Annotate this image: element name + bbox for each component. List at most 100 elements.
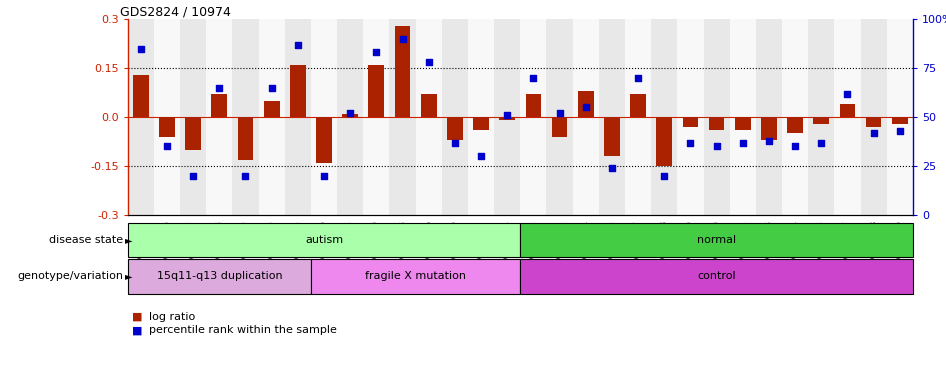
Bar <box>337 19 363 215</box>
Bar <box>473 117 489 130</box>
Bar <box>520 19 547 215</box>
Bar <box>390 19 415 215</box>
Text: ■: ■ <box>132 325 143 335</box>
Bar <box>520 223 913 257</box>
Point <box>316 173 332 179</box>
Point <box>342 110 358 116</box>
Bar <box>258 19 285 215</box>
Point <box>787 144 802 150</box>
Bar <box>342 114 358 117</box>
Text: GDS2824 / 10974: GDS2824 / 10974 <box>120 5 231 18</box>
Bar <box>285 19 311 215</box>
Point <box>133 46 149 52</box>
Bar <box>290 65 306 117</box>
Point <box>499 112 515 118</box>
Point <box>212 85 227 91</box>
Bar <box>729 19 756 215</box>
Bar <box>782 19 808 215</box>
Bar <box>442 19 468 215</box>
Bar <box>233 19 258 215</box>
Bar <box>756 19 782 215</box>
Bar <box>237 117 254 160</box>
Bar <box>128 259 311 294</box>
Text: ■: ■ <box>132 312 143 322</box>
Point <box>447 139 463 146</box>
Text: autism: autism <box>305 235 343 245</box>
Bar <box>861 19 886 215</box>
Bar <box>625 19 651 215</box>
Point <box>710 144 725 150</box>
Point <box>290 41 306 48</box>
Bar <box>520 259 913 294</box>
Text: ►: ► <box>125 271 132 281</box>
Bar <box>709 117 725 130</box>
Text: percentile rank within the sample: percentile rank within the sample <box>149 325 337 335</box>
Bar <box>683 117 698 127</box>
Text: log ratio: log ratio <box>149 312 195 322</box>
Point <box>762 137 777 144</box>
Point <box>185 173 201 179</box>
Bar <box>834 19 861 215</box>
Point <box>473 153 488 159</box>
Bar <box>499 117 515 121</box>
Bar <box>892 117 907 124</box>
Bar <box>578 91 593 117</box>
Bar <box>363 19 390 215</box>
Point <box>526 75 541 81</box>
Bar <box>814 117 829 124</box>
Bar <box>264 101 279 117</box>
Bar <box>316 117 332 163</box>
Bar <box>735 117 750 130</box>
Text: normal: normal <box>697 235 736 245</box>
Point <box>735 139 750 146</box>
Bar <box>651 19 677 215</box>
Bar <box>421 94 436 117</box>
Point <box>683 139 698 146</box>
Point <box>264 85 279 91</box>
Bar <box>552 117 568 137</box>
Point <box>604 165 620 171</box>
Point <box>421 59 436 65</box>
Bar <box>415 19 442 215</box>
Point <box>238 173 254 179</box>
Point <box>369 50 384 56</box>
Bar <box>604 117 620 156</box>
Point <box>840 91 855 97</box>
Bar <box>886 19 913 215</box>
Bar <box>762 117 777 140</box>
Bar <box>128 223 520 257</box>
Point <box>892 128 907 134</box>
Bar <box>468 19 494 215</box>
Bar <box>311 19 337 215</box>
Bar <box>494 19 520 215</box>
Bar <box>369 65 384 117</box>
Bar <box>840 104 855 117</box>
Bar <box>866 117 882 127</box>
Bar <box>572 19 599 215</box>
Bar <box>212 94 227 117</box>
Bar <box>447 117 463 140</box>
Bar <box>311 259 520 294</box>
Text: fragile X mutation: fragile X mutation <box>365 271 466 281</box>
Bar <box>133 75 149 117</box>
Point <box>867 130 882 136</box>
Text: ►: ► <box>125 235 132 245</box>
Bar <box>180 19 206 215</box>
Point <box>578 104 593 111</box>
Text: control: control <box>697 271 736 281</box>
Bar <box>677 19 704 215</box>
Bar <box>547 19 572 215</box>
Bar <box>657 117 672 166</box>
Bar <box>185 117 201 150</box>
Bar <box>808 19 834 215</box>
Bar <box>128 19 154 215</box>
Point <box>814 139 829 146</box>
Bar <box>154 19 180 215</box>
Point <box>159 144 174 150</box>
Text: genotype/variation: genotype/variation <box>17 271 123 281</box>
Point <box>657 173 672 179</box>
Bar <box>526 94 541 117</box>
Bar <box>159 117 175 137</box>
Bar <box>630 94 646 117</box>
Bar <box>787 117 803 134</box>
